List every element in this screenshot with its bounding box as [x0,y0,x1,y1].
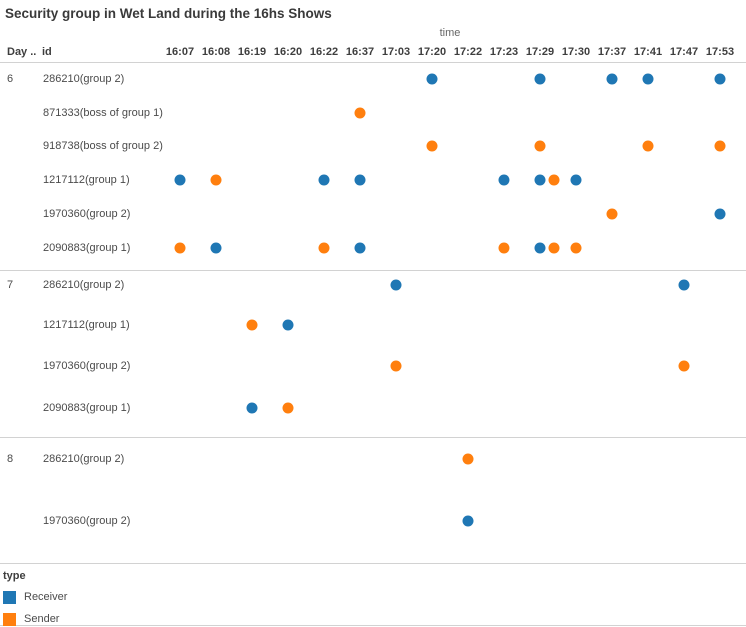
legend-label: Sender [24,613,60,625]
time-column-label[interactable]: 17:37 [597,46,627,58]
id-row-header[interactable]: 286210(group 2) [43,453,125,465]
time-column-label[interactable]: 17:53 [705,46,735,58]
id-row-header[interactable]: 918738(boss of group 2) [43,140,163,152]
time-column-label[interactable]: 17:23 [489,46,519,58]
mark-receiver[interactable] [606,73,618,85]
mark-sender[interactable] [548,242,560,254]
mark-sender[interactable] [426,140,438,152]
mark-receiver[interactable] [534,174,546,186]
section-divider [0,270,746,271]
time-column-label[interactable]: 16:37 [345,46,375,58]
time-column-label[interactable]: 16:20 [273,46,303,58]
mark-sender[interactable] [534,140,546,152]
mark-sender[interactable] [642,140,654,152]
time-column-label[interactable]: 17:03 [381,46,411,58]
mark-sender[interactable] [678,360,690,372]
id-row-header[interactable]: 871333(boss of group 1) [43,107,163,119]
legend-title: type [3,570,26,582]
chart-title: Security group in Wet Land during the 16… [5,6,332,21]
mark-sender[interactable] [714,140,726,152]
mark-receiver[interactable] [570,174,582,186]
mark-receiver[interactable] [354,242,366,254]
legend-item[interactable]: Receiver [3,590,67,604]
id-row-header[interactable]: 1217112(group 1) [43,174,130,186]
legend-swatch [3,612,16,626]
mark-receiver[interactable] [174,174,186,186]
id-column-header[interactable]: id [42,46,52,58]
mark-receiver[interactable] [714,208,726,220]
mark-receiver[interactable] [462,515,474,527]
section-divider [0,437,746,438]
mark-sender[interactable] [390,360,402,372]
mark-receiver[interactable] [498,174,510,186]
id-row-header[interactable]: 1970360(group 2) [43,208,131,220]
time-column-label[interactable]: 17:30 [561,46,591,58]
time-column-label[interactable]: 17:47 [669,46,699,58]
mark-receiver[interactable] [318,174,330,186]
time-axis-title: time [439,27,461,39]
mark-sender[interactable] [318,242,330,254]
mark-sender[interactable] [174,242,186,254]
time-column-label[interactable]: 16:19 [237,46,267,58]
mark-receiver[interactable] [354,174,366,186]
time-column-label[interactable]: 17:29 [525,46,555,58]
id-row-header[interactable]: 286210(group 2) [43,279,125,291]
mark-sender[interactable] [498,242,510,254]
legend-item[interactable]: Sender [3,612,59,626]
day-row-header[interactable]: 8 [7,453,14,465]
id-row-header[interactable]: 2090883(group 1) [43,242,131,254]
mark-receiver[interactable] [534,242,546,254]
day-row-header[interactable]: 7 [7,279,14,291]
id-row-header[interactable]: 286210(group 2) [43,73,125,85]
legend-swatch [3,590,16,604]
mark-sender[interactable] [246,319,258,331]
mark-receiver[interactable] [642,73,654,85]
time-column-label[interactable]: 16:08 [201,46,231,58]
mark-sender[interactable] [606,208,618,220]
mark-receiver[interactable] [246,402,258,414]
time-column-label[interactable]: 16:22 [309,46,339,58]
mark-sender[interactable] [282,402,294,414]
legend-label: Receiver [24,591,68,603]
mark-receiver[interactable] [282,319,294,331]
time-column-label[interactable]: 17:22 [453,46,483,58]
mark-receiver[interactable] [426,73,438,85]
section-divider [0,563,746,564]
day-column-header[interactable]: Day .. [7,46,37,58]
mark-receiver[interactable] [210,242,222,254]
mark-receiver[interactable] [714,73,726,85]
section-divider [0,625,746,626]
mark-sender[interactable] [210,174,222,186]
mark-sender[interactable] [570,242,582,254]
mark-receiver[interactable] [390,279,402,291]
id-row-header[interactable]: 2090883(group 1) [43,402,131,414]
mark-sender[interactable] [462,453,474,465]
time-column-label[interactable]: 17:20 [417,46,447,58]
time-column-label[interactable]: 17:41 [633,46,663,58]
time-column-label[interactable]: 16:07 [165,46,195,58]
mark-receiver[interactable] [534,73,546,85]
day-row-header[interactable]: 6 [7,73,14,85]
mark-sender[interactable] [354,107,366,119]
id-row-header[interactable]: 1217112(group 1) [43,319,130,331]
id-row-header[interactable]: 1970360(group 2) [43,515,131,527]
mark-sender[interactable] [548,174,560,186]
mark-receiver[interactable] [678,279,690,291]
id-row-header[interactable]: 1970360(group 2) [43,360,131,372]
section-divider [0,62,746,63]
